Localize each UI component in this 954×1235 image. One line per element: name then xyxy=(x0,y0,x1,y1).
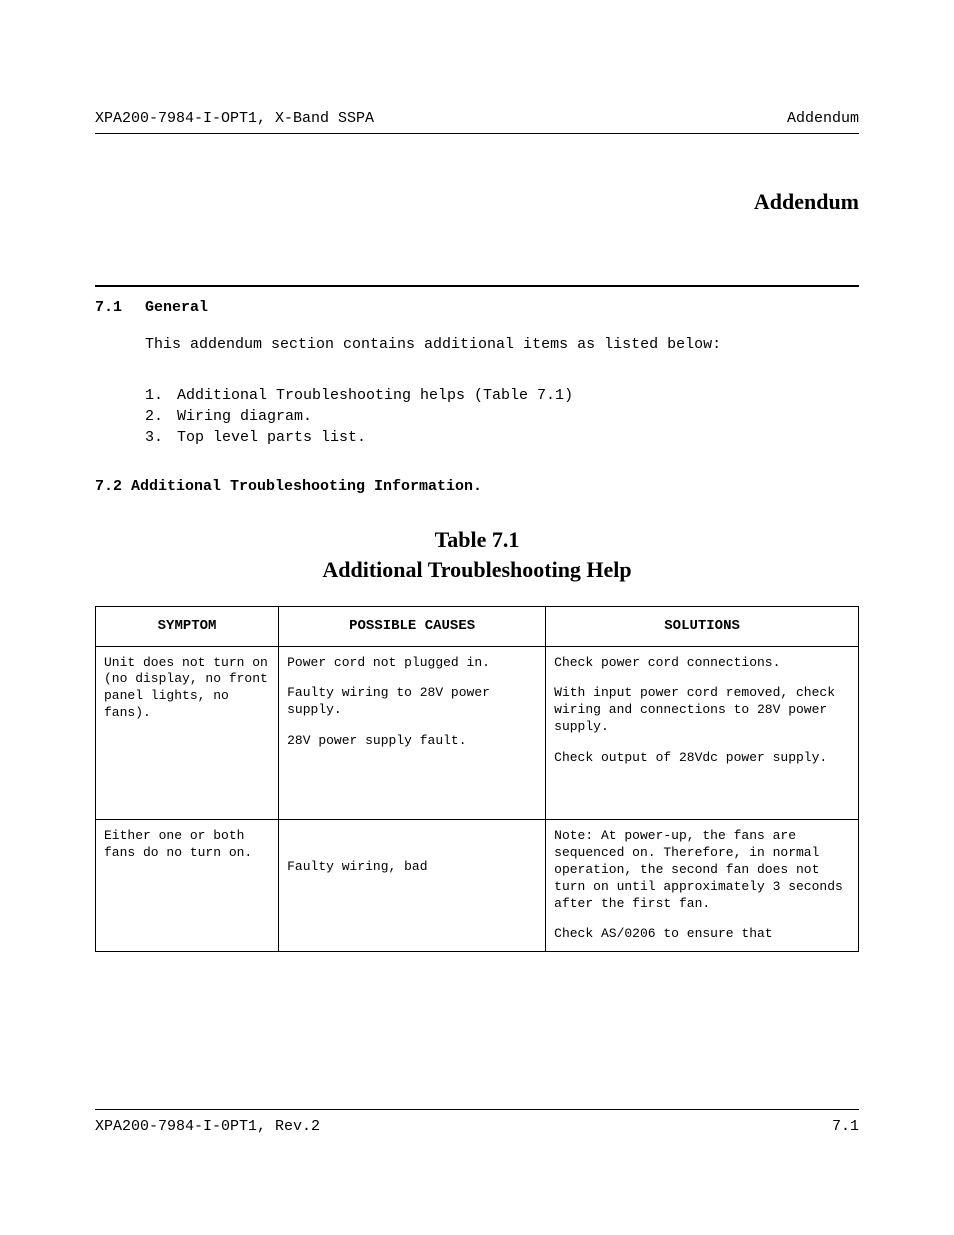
section-7-2-heading: 7.2 Additional Troubleshooting Informati… xyxy=(95,478,859,495)
cause-block: Faulty wiring, bad xyxy=(287,859,537,876)
page: XPA200-7984-I-OPT1, X-Band SSPA Addendum… xyxy=(0,0,954,1235)
addendum-title: Addendum xyxy=(95,189,859,215)
solution-block: Check AS/0206 to ensure that xyxy=(554,926,850,943)
solution-block: Note: At power-up, the fans are sequence… xyxy=(554,828,850,912)
troubleshooting-table: SYMPTOM POSSIBLE CAUSES SOLUTIONS Unit d… xyxy=(95,606,859,952)
header-rule xyxy=(95,133,859,134)
cause-block: 28V power supply fault. xyxy=(287,733,537,750)
list-item: 3.Top level parts list. xyxy=(145,427,859,448)
col-symptom: SYMPTOM xyxy=(96,607,279,646)
col-causes: POSSIBLE CAUSES xyxy=(279,607,546,646)
cell-symptom: Either one or both fans do no turn on. xyxy=(96,820,279,952)
table-row: Either one or both fans do no turn on. F… xyxy=(96,820,859,952)
section-7-1-intro: This addendum section contains additiona… xyxy=(95,334,859,355)
header-right: Addendum xyxy=(787,110,859,127)
solution-block: With input power cord removed, check wir… xyxy=(554,685,850,736)
table-title-line1: Table 7.1 xyxy=(435,527,520,552)
list-item: 2.Wiring diagram. xyxy=(145,406,859,427)
list-item-number: 3. xyxy=(145,427,177,448)
cell-symptom: Unit does not turn on (no display, no fr… xyxy=(96,646,279,819)
cell-causes: Faulty wiring, bad xyxy=(279,820,546,952)
section-rule xyxy=(95,285,859,287)
footer-left: XPA200-7984-I-0PT1, Rev.2 xyxy=(95,1118,320,1135)
section-7-1-heading: 7.1General xyxy=(95,299,859,316)
table-header-row: SYMPTOM POSSIBLE CAUSES SOLUTIONS xyxy=(96,607,859,646)
cause-block: Power cord not plugged in. xyxy=(287,655,537,672)
table-title-line2: Additional Troubleshooting Help xyxy=(322,557,631,582)
solution-block: Check power cord connections. xyxy=(554,655,850,672)
cause-block: Faulty wiring to 28V power supply. xyxy=(287,685,537,719)
cell-solutions: Check power cord connections. With input … xyxy=(546,646,859,819)
list-item-text: Additional Troubleshooting helps (Table … xyxy=(177,387,573,404)
solution-block: Check output of 28Vdc power supply. xyxy=(554,750,850,767)
list-item-number: 1. xyxy=(145,385,177,406)
section-7-1-list: 1.Additional Troubleshooting helps (Tabl… xyxy=(145,385,859,448)
cause-block xyxy=(287,828,537,845)
running-footer: XPA200-7984-I-0PT1, Rev.2 7.1 xyxy=(95,1109,859,1135)
table-row: Unit does not turn on (no display, no fr… xyxy=(96,646,859,819)
section-7-1-title: General xyxy=(145,299,208,316)
footer-right: 7.1 xyxy=(832,1118,859,1135)
section-7-1-number: 7.1 xyxy=(95,299,145,316)
cell-solutions: Note: At power-up, the fans are sequence… xyxy=(546,820,859,952)
list-item: 1.Additional Troubleshooting helps (Tabl… xyxy=(145,385,859,406)
header-left: XPA200-7984-I-OPT1, X-Band SSPA xyxy=(95,110,374,127)
cell-causes: Power cord not plugged in. Faulty wiring … xyxy=(279,646,546,819)
table-body: Unit does not turn on (no display, no fr… xyxy=(96,646,859,952)
running-header: XPA200-7984-I-OPT1, X-Band SSPA Addendum xyxy=(95,110,859,127)
list-item-text: Wiring diagram. xyxy=(177,408,312,425)
table-title: Table 7.1 Additional Troubleshooting Hel… xyxy=(95,525,859,584)
list-item-text: Top level parts list. xyxy=(177,429,366,446)
list-item-number: 2. xyxy=(145,406,177,427)
footer-rule xyxy=(95,1109,859,1110)
col-solutions: SOLUTIONS xyxy=(546,607,859,646)
